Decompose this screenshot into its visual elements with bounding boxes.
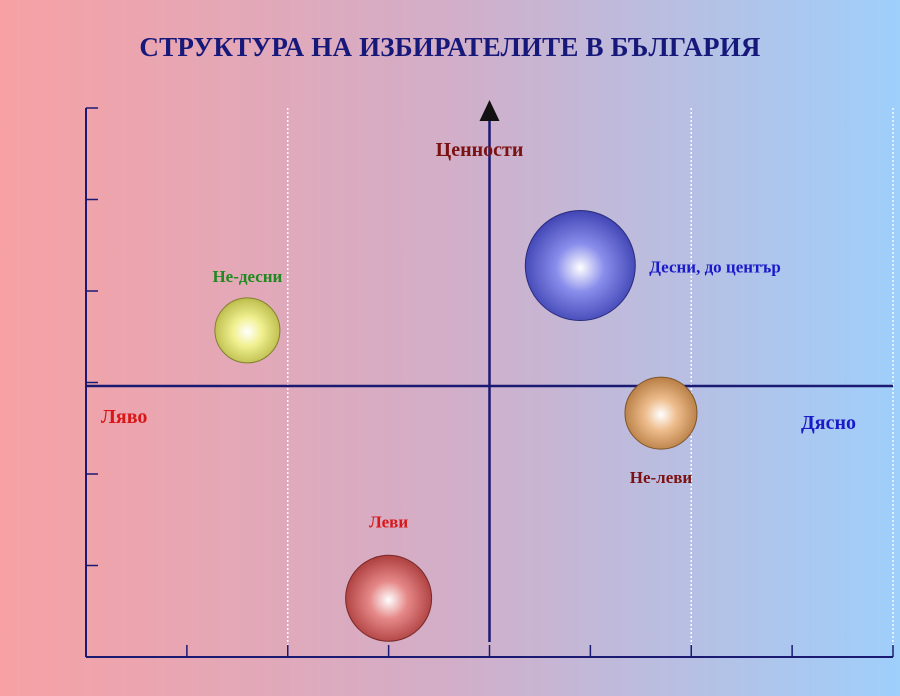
- bubble-4: [345, 554, 433, 642]
- bubble-2: [524, 210, 636, 322]
- chart-title: СТРУКТУРА НА ИЗБИРАТЕЛИТЕ В БЪЛГАРИЯ: [139, 32, 761, 62]
- x-axis-label-right: Дясно: [801, 412, 856, 434]
- bubble-label-2: Десни, до център: [649, 258, 781, 277]
- bubble-label-3: Не-леви: [630, 468, 693, 487]
- vertical-axis-arrow: [479, 100, 500, 121]
- x-axis-label-left: Ляво: [101, 406, 147, 428]
- bubble-label-1: Не-десни: [212, 267, 282, 286]
- bubble-label-4: Леви: [369, 512, 408, 531]
- bubble-3: [624, 376, 698, 450]
- bubble-1: [214, 297, 281, 364]
- y-axis-label: Ценности: [436, 139, 524, 161]
